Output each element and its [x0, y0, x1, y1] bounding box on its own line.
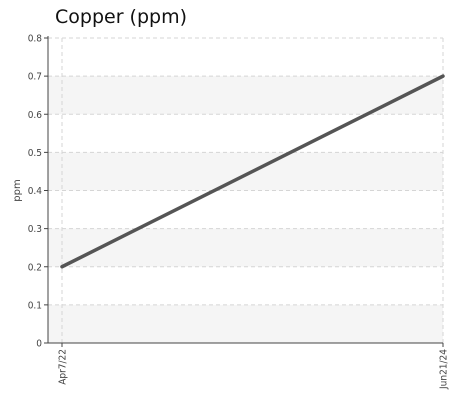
series-line — [60, 74, 445, 269]
y-tick-label: 0 — [36, 339, 42, 350]
y-tick-label: 0.5 — [28, 148, 42, 159]
background-bands — [48, 76, 443, 343]
y-tick-label: 0.4 — [28, 186, 43, 197]
axes — [44, 36, 444, 347]
chart-title: Copper (ppm) — [55, 6, 188, 28]
y-axis-label: ppm — [12, 179, 23, 201]
y-tick-label: 0.2 — [28, 262, 42, 273]
y-tick-label: 0.3 — [28, 224, 42, 235]
y-tick-labels: 0 0.1 0.2 0.3 0.4 0.5 0.6 0.7 0.8 — [28, 34, 43, 350]
background-band — [48, 76, 443, 115]
series-lines — [60, 74, 445, 269]
y-tick-label: 0.1 — [28, 300, 42, 311]
x-tick-label: Jun21/24 — [439, 349, 449, 390]
y-tick-label: 0.7 — [28, 72, 42, 83]
background-band — [48, 304, 443, 343]
x-tick-label: Apr7/22 — [58, 349, 69, 385]
background-band — [48, 152, 443, 191]
x-tick-labels: Apr7/22 Jun21/24 — [58, 349, 449, 390]
y-tick-label: 0.6 — [28, 110, 43, 121]
grid-lines — [48, 37, 444, 343]
y-tick-label: 0.8 — [28, 34, 43, 45]
background-band — [48, 228, 443, 267]
